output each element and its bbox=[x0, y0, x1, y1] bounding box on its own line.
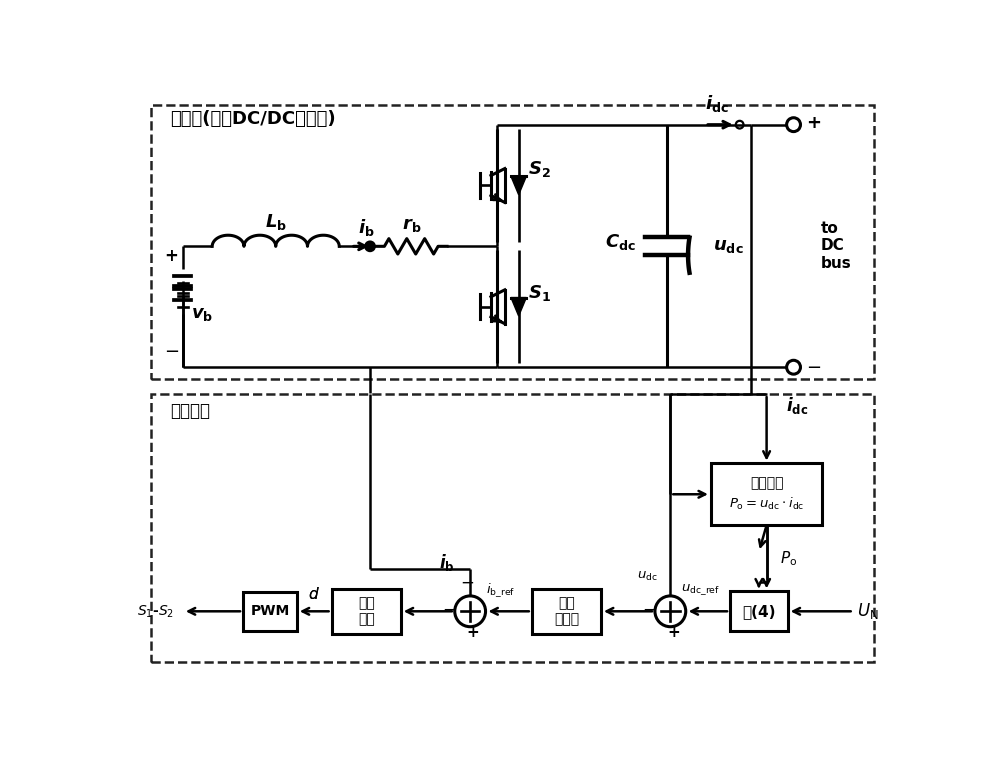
Bar bbox=[332, 589, 401, 633]
Bar bbox=[532, 589, 601, 633]
Text: 环节: 环节 bbox=[358, 612, 375, 626]
Text: $-$: $-$ bbox=[460, 573, 474, 591]
Polygon shape bbox=[511, 298, 526, 316]
Text: $u_\mathrm{dc\_ref}$: $u_\mathrm{dc\_ref}$ bbox=[681, 582, 720, 597]
Text: PWM: PWM bbox=[250, 604, 290, 618]
Circle shape bbox=[455, 596, 486, 626]
Bar bbox=[151, 394, 874, 662]
Text: $\boldsymbol{r}_\mathbf{b}$: $\boldsymbol{r}_\mathbf{b}$ bbox=[402, 216, 421, 233]
Text: 功率计算: 功率计算 bbox=[750, 475, 783, 490]
Text: $P_\mathrm{o}=u_\mathrm{dc}\cdot i_\mathrm{dc}$: $P_\mathrm{o}=u_\mathrm{dc}\cdot i_\math… bbox=[729, 495, 804, 511]
Text: $i_\mathrm{b\_ref}$: $i_\mathrm{b\_ref}$ bbox=[486, 581, 516, 599]
Polygon shape bbox=[511, 176, 526, 195]
Bar bbox=[151, 105, 874, 378]
Text: $\boldsymbol{i}_\mathbf{dc}$: $\boldsymbol{i}_\mathbf{dc}$ bbox=[786, 395, 808, 417]
Text: $d$: $d$ bbox=[308, 587, 320, 602]
Bar bbox=[243, 592, 297, 630]
Text: $\boldsymbol{L}_\mathbf{b}$: $\boldsymbol{L}_\mathbf{b}$ bbox=[265, 211, 287, 232]
Text: $U_\mathrm{N}$: $U_\mathrm{N}$ bbox=[857, 601, 878, 621]
Text: $P_\mathrm{o}$: $P_\mathrm{o}$ bbox=[780, 549, 798, 568]
Text: +: + bbox=[164, 246, 178, 265]
Text: $\boldsymbol{u}_\mathbf{dc}$: $\boldsymbol{u}_\mathbf{dc}$ bbox=[713, 237, 743, 255]
Bar bbox=[711, 463, 822, 525]
Bar bbox=[730, 591, 788, 631]
Text: $\boldsymbol{C}_\mathbf{dc}$: $\boldsymbol{C}_\mathbf{dc}$ bbox=[605, 232, 636, 252]
Text: +: + bbox=[667, 626, 680, 640]
Text: $u_\mathrm{dc}$: $u_\mathrm{dc}$ bbox=[637, 570, 658, 583]
Text: $-$: $-$ bbox=[164, 341, 179, 359]
Text: 惯性: 惯性 bbox=[358, 597, 375, 610]
Text: $-$: $-$ bbox=[806, 356, 821, 375]
Text: 电压: 电压 bbox=[558, 597, 575, 610]
Text: $d$: $d$ bbox=[308, 587, 320, 602]
Circle shape bbox=[365, 242, 375, 251]
Text: $\boldsymbol{i}_\mathbf{dc}$: $\boldsymbol{i}_\mathbf{dc}$ bbox=[705, 92, 729, 114]
Text: $\boldsymbol{i}_\mathbf{b}$: $\boldsymbol{i}_\mathbf{b}$ bbox=[439, 552, 455, 573]
Text: 控制电路: 控制电路 bbox=[170, 402, 210, 420]
Text: +: + bbox=[806, 114, 821, 132]
Text: $-$: $-$ bbox=[442, 599, 456, 617]
Text: $\boldsymbol{v}_\mathbf{b}$: $\boldsymbol{v}_\mathbf{b}$ bbox=[191, 305, 213, 324]
Text: to
DC
bus: to DC bus bbox=[820, 221, 851, 271]
Text: 调节器: 调节器 bbox=[554, 612, 579, 626]
Text: 式(4): 式(4) bbox=[742, 604, 776, 619]
Text: +: + bbox=[467, 626, 480, 640]
Circle shape bbox=[655, 596, 686, 626]
Text: $\boldsymbol{i}_\mathbf{b}$: $\boldsymbol{i}_\mathbf{b}$ bbox=[358, 217, 375, 237]
Text: $\boldsymbol{S}_\mathbf{2}$: $\boldsymbol{S}_\mathbf{2}$ bbox=[528, 159, 551, 179]
Text: $-$: $-$ bbox=[642, 599, 656, 617]
Text: $S_1$-$S_2$: $S_1$-$S_2$ bbox=[137, 603, 174, 620]
Text: 主电路(双向DC/DC变换器): 主电路(双向DC/DC变换器) bbox=[170, 111, 335, 128]
Text: $\boldsymbol{S}_\mathbf{1}$: $\boldsymbol{S}_\mathbf{1}$ bbox=[528, 283, 551, 303]
